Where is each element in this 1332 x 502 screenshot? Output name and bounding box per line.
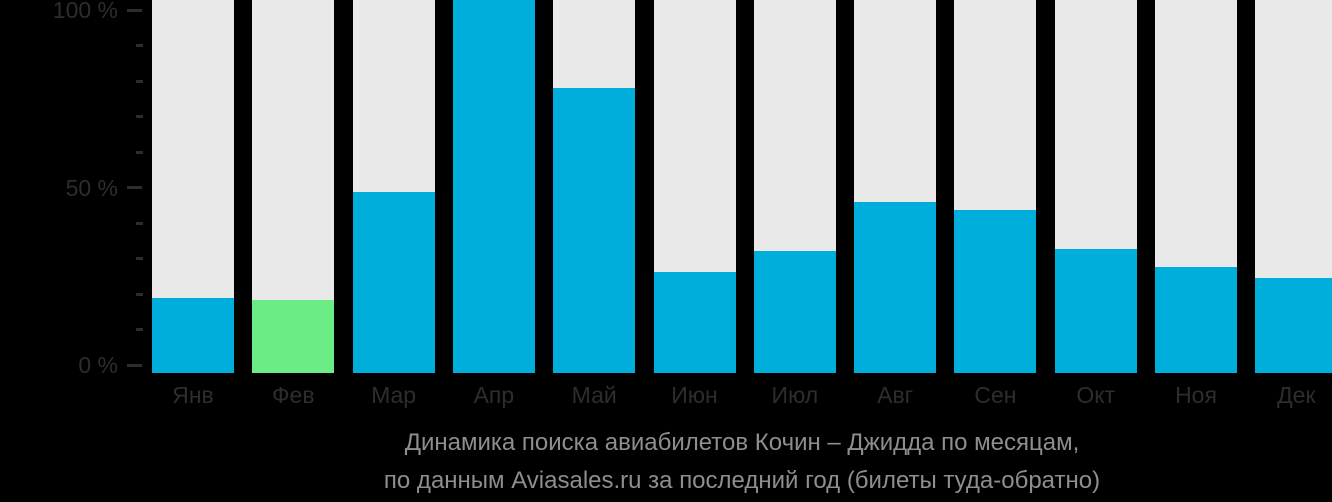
bar-slot-Мар [352, 0, 435, 373]
bar-slot-Июл [753, 0, 836, 373]
caption-line-1: Динамика поиска авиабилетов Кочин – Джид… [404, 429, 1080, 456]
x-axis-label: Янв [172, 382, 214, 408]
bar-slot-Июн [653, 0, 736, 373]
bar-fill [1155, 267, 1237, 373]
x-axis-label: Июл [771, 382, 819, 408]
x-axis-label: Авг [877, 382, 914, 408]
y-axis-label: 100 % [52, 0, 118, 23]
y-axis-minor-tick [136, 115, 143, 118]
y-axis-label: 50 % [65, 174, 118, 201]
bar-fill [954, 210, 1037, 373]
bar-slot-Апр [452, 0, 535, 373]
y-axis-major-tick [127, 8, 142, 12]
plot-area [152, 0, 1332, 373]
y-axis-minor-tick [136, 44, 143, 47]
bar-slot-Авг [854, 0, 937, 373]
y-axis-label: 0 % [78, 352, 118, 378]
x-axis-label: Мар [371, 382, 417, 408]
y-axis-major-tick [127, 186, 142, 189]
bar-fill [753, 251, 836, 373]
x-axis-label: Май [571, 382, 617, 408]
x-axis-label: Окт [1076, 382, 1116, 408]
bar-slot-Окт [1054, 0, 1137, 373]
bar-slot-Май [553, 0, 636, 373]
y-axis-minor-tick [136, 79, 143, 83]
bar-fill [152, 298, 234, 373]
y-axis-minor-tick [136, 328, 143, 331]
chart-caption: Динамика поиска авиабилетов Кочин – Джид… [152, 424, 1332, 500]
y-axis-minor-tick [136, 150, 143, 154]
y-axis-major-tick [127, 363, 142, 367]
y-axis: 100 % 50 % 0 % [0, 0, 152, 378]
bar-fill [1054, 249, 1137, 373]
x-axis-label: Июн [671, 382, 718, 408]
bar-fill [352, 192, 435, 373]
x-axis-label: Апр [473, 382, 515, 408]
bar-fill [553, 88, 636, 373]
bar-slot-Фев [252, 0, 335, 373]
x-axis-label: Ноя [1175, 382, 1217, 408]
bar-slot-Сен [954, 0, 1037, 373]
bar-fill [854, 202, 937, 373]
caption-line-2: по данным Aviasales.ru за последний год … [383, 467, 1101, 494]
bar-fill [653, 272, 736, 373]
x-axis-label: Фев [272, 382, 315, 408]
bar-fill [252, 300, 335, 373]
bar-slot-Дек [1255, 0, 1332, 373]
y-axis-minor-tick [136, 257, 143, 260]
y-axis-minor-tick [136, 221, 143, 225]
x-axis-label: Дек [1277, 382, 1316, 408]
x-axis-label: Сен [974, 382, 1017, 408]
bar-fill [1255, 278, 1332, 373]
y-axis-minor-tick [136, 292, 143, 296]
bar-slot-Ноя [1155, 0, 1237, 373]
bar-fill [452, 0, 535, 373]
bar-slot-Янв [152, 0, 234, 373]
